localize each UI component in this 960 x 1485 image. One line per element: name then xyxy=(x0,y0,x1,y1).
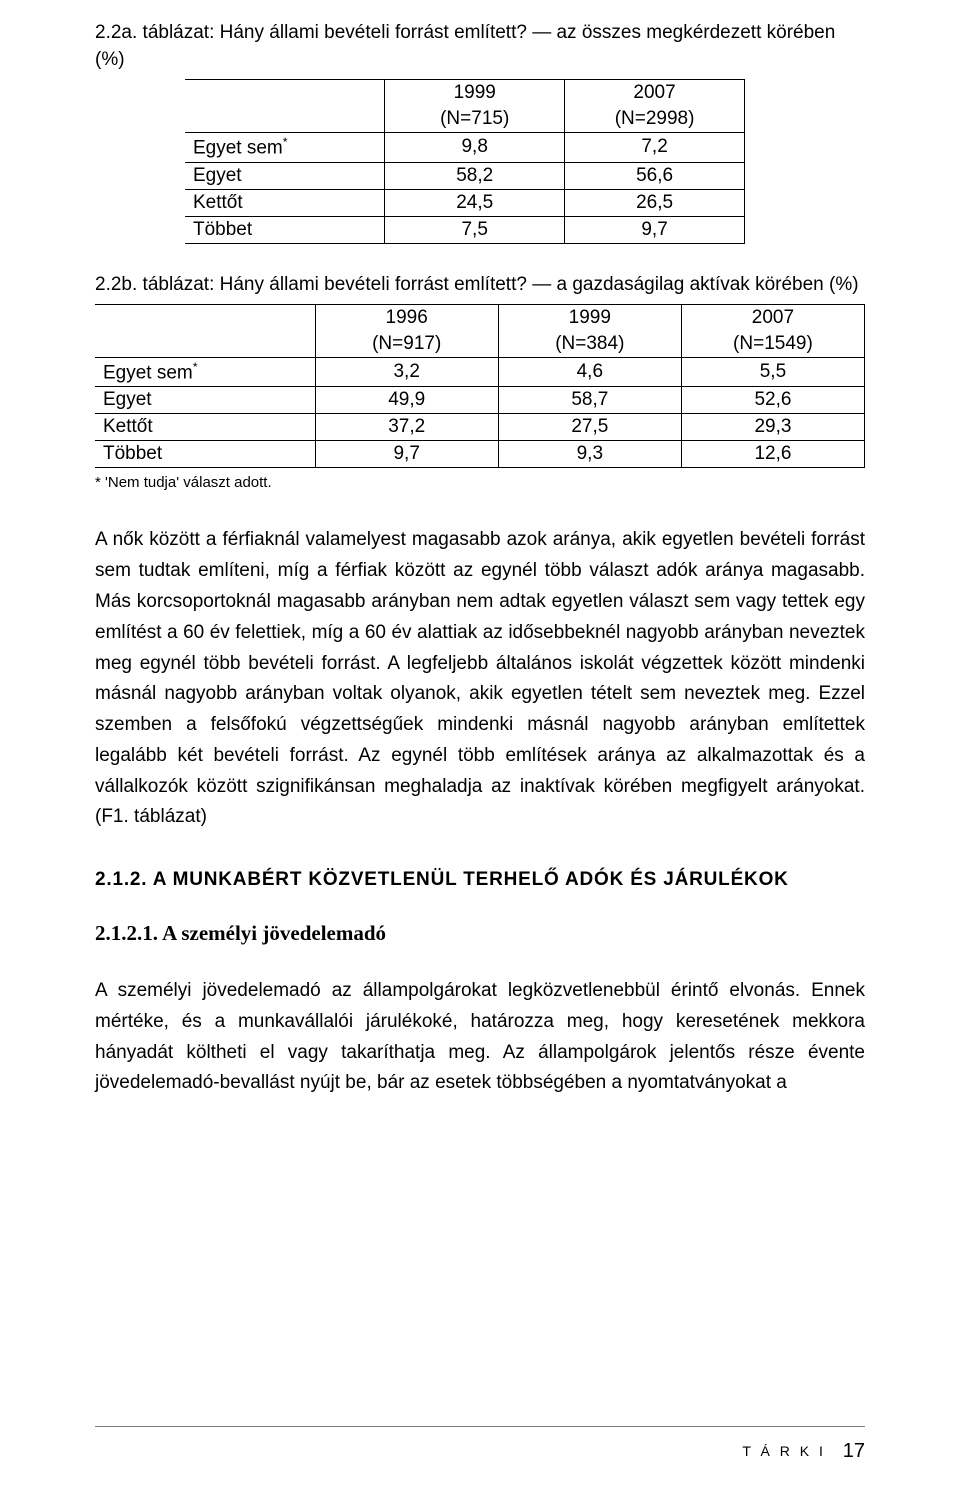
table2-header-ns: (N=917) (N=384) (N=1549) xyxy=(95,331,865,358)
footer-org: T Á R K I xyxy=(742,1443,826,1459)
table1-row1-v0: 58,2 xyxy=(385,162,565,189)
table1-row3-v1: 9,7 xyxy=(565,216,745,243)
table2-row3-label: Többet xyxy=(95,441,315,468)
table2-row0-label: Egyet sem* xyxy=(95,358,315,387)
heading-2-1-2: 2.1.2. A MUNKABÉRT KÖZVETLENÜL TERHELŐ A… xyxy=(95,869,865,891)
page: 2.2a. táblázat: Hány állami bevételi for… xyxy=(0,0,960,1485)
table2-caption: 2.2b. táblázat: Hány állami bevételi for… xyxy=(95,272,865,299)
table1-row0-label: Egyet sem* xyxy=(185,133,385,162)
page-number: 17 xyxy=(843,1440,865,1462)
table2-row1-v0: 49,9 xyxy=(315,387,498,414)
table2-footnote: * 'Nem tudja' választ adott. xyxy=(95,474,865,491)
table-row: Egyet sem* 9,8 7,2 xyxy=(185,133,745,162)
table-row: Egyet sem* 3,2 4,6 5,5 xyxy=(95,358,865,387)
table2-row0-v1: 4,6 xyxy=(498,358,681,387)
table1-row2-v0: 24,5 xyxy=(385,189,565,216)
paragraph-2: A személyi jövedelemadó az állampolgárok… xyxy=(95,976,865,1099)
table2-row2-v1: 27,5 xyxy=(498,414,681,441)
table1-header-years: 1999 2007 xyxy=(185,80,745,107)
table1-row1-label: Egyet xyxy=(185,162,385,189)
table2-year-1: 1999 xyxy=(498,305,681,332)
table-row: Kettőt 24,5 26,5 xyxy=(185,189,745,216)
table-row: Többet 9,7 9,3 12,6 xyxy=(95,441,865,468)
table2-n-2: (N=1549) xyxy=(681,331,864,358)
table-1: 1999 2007 (N=715) (N=2998) Egyet sem* 9,… xyxy=(185,79,745,243)
table-row: Egyet 58,2 56,6 xyxy=(185,162,745,189)
table2-row2-label: Kettőt xyxy=(95,414,315,441)
table2-header-years: 1996 1999 2007 xyxy=(95,305,865,332)
footer-divider xyxy=(95,1426,865,1427)
table2-row0-v0: 3,2 xyxy=(315,358,498,387)
table2-row2-v0: 37,2 xyxy=(315,414,498,441)
table1-caption: 2.2a. táblázat: Hány állami bevételi for… xyxy=(95,20,865,73)
table2-row3-v1: 9,3 xyxy=(498,441,681,468)
table2-year-0: 1996 xyxy=(315,305,498,332)
table2-row3-v0: 9,7 xyxy=(315,441,498,468)
page-footer: T Á R K I 17 xyxy=(742,1440,865,1463)
table1-empty-cell-2 xyxy=(185,106,385,133)
table-row: Kettőt 37,2 27,5 29,3 xyxy=(95,414,865,441)
table1-row1-v1: 56,6 xyxy=(565,162,745,189)
table2-n-0: (N=917) xyxy=(315,331,498,358)
table1-empty-cell xyxy=(185,80,385,107)
table1-row0-v0: 9,8 xyxy=(385,133,565,162)
table-row: Többet 7,5 9,7 xyxy=(185,216,745,243)
table1-row3-v0: 7,5 xyxy=(385,216,565,243)
table1-n-1: (N=2998) xyxy=(565,106,745,133)
table2-empty-cell-2 xyxy=(95,331,315,358)
table2-row1-v1: 58,7 xyxy=(498,387,681,414)
table2-row3-v2: 12,6 xyxy=(681,441,864,468)
table1-n-0: (N=715) xyxy=(385,106,565,133)
table1-row2-v1: 26,5 xyxy=(565,189,745,216)
table2-row1-label: Egyet xyxy=(95,387,315,414)
table1-row0-v1: 7,2 xyxy=(565,133,745,162)
heading-2-1-2-1: 2.1.2.1. A személyi jövedelemadó xyxy=(95,921,865,946)
table1-row3-label: Többet xyxy=(185,216,385,243)
table2-row1-v2: 52,6 xyxy=(681,387,864,414)
table1-year-1: 2007 xyxy=(565,80,745,107)
table2-row2-v2: 29,3 xyxy=(681,414,864,441)
table-row: Egyet 49,9 58,7 52,6 xyxy=(95,387,865,414)
table1-header-ns: (N=715) (N=2998) xyxy=(185,106,745,133)
table2-row0-v2: 5,5 xyxy=(681,358,864,387)
table2-n-1: (N=384) xyxy=(498,331,681,358)
table2-year-2: 2007 xyxy=(681,305,864,332)
table1-row2-label: Kettőt xyxy=(185,189,385,216)
table-2: 1996 1999 2007 (N=917) (N=384) (N=1549) … xyxy=(95,304,865,468)
paragraph-1: A nők között a férfiaknál valamelyest ma… xyxy=(95,525,865,833)
table1-year-0: 1999 xyxy=(385,80,565,107)
table2-empty-cell xyxy=(95,305,315,332)
